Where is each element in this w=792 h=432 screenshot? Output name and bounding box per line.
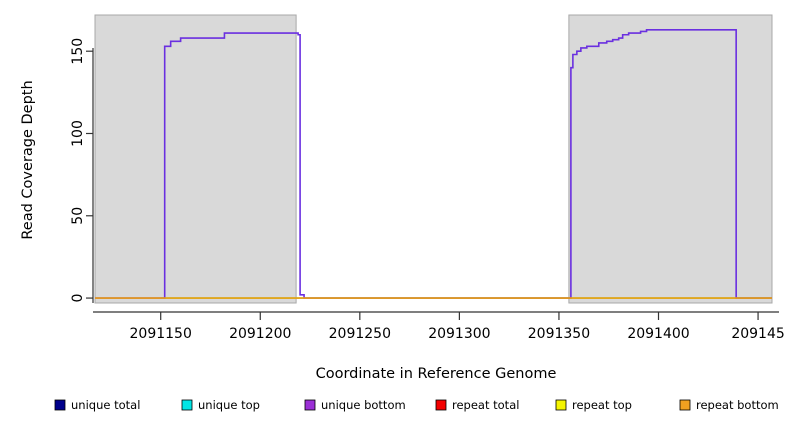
y-tick-label: 0 — [70, 294, 86, 303]
square-swatch — [555, 399, 567, 411]
legend-label: unique top — [198, 398, 260, 412]
repeat-shaded-bands — [94, 14, 773, 304]
x-tick-label: 209145 — [731, 326, 784, 342]
legend-label: repeat total — [452, 398, 519, 412]
legend-item-repeat-bottom[interactable]: repeat bottom — [679, 398, 779, 412]
square-swatch — [181, 399, 193, 411]
repeat-shading-left — [94, 14, 297, 304]
x-tick-label: 2091400 — [627, 326, 689, 342]
y-tick-label: 100 — [70, 120, 86, 147]
legend-label: repeat top — [572, 398, 632, 412]
square-swatch — [304, 399, 316, 411]
x-tick-label: 2091350 — [528, 326, 590, 342]
legend: unique total unique top unique bottom repea… — [54, 398, 779, 412]
y-tick-label: 50 — [70, 207, 86, 225]
square-swatch — [54, 399, 66, 411]
repeat-shading-right — [568, 14, 773, 304]
y-axis-title: Read Coverage Depth — [20, 80, 36, 239]
x-tick-label: 2091150 — [130, 326, 192, 342]
legend-item-unique-total[interactable]: unique total — [54, 398, 140, 412]
legend-label: repeat bottom — [696, 398, 779, 412]
legend-item-unique-bottom[interactable]: unique bottom — [304, 398, 406, 412]
square-swatch — [679, 399, 691, 411]
x-tick-label: 2091200 — [229, 326, 291, 342]
series-unique-bottom — [95, 29, 772, 299]
coverage-series-layer — [95, 29, 772, 299]
x-axis-title: Coordinate in Reference Genome — [316, 366, 557, 382]
legend-label: unique bottom — [321, 398, 406, 412]
legend-item-repeat-top[interactable]: repeat top — [555, 398, 632, 412]
y-tick-label: 150 — [70, 38, 86, 65]
x-axis-ticks: 2091150 2091200 2091250 2091300 2091350 20914… — [130, 312, 785, 342]
legend-item-unique-top[interactable]: unique top — [181, 398, 260, 412]
y-axis-ticks: 0 50 100 150 — [70, 38, 93, 303]
legend-item-repeat-total[interactable]: repeat total — [435, 398, 519, 412]
square-swatch — [435, 399, 447, 411]
legend-label: unique total — [71, 398, 140, 412]
x-tick-label: 2091250 — [329, 326, 391, 342]
x-tick-label: 2091300 — [428, 326, 490, 342]
